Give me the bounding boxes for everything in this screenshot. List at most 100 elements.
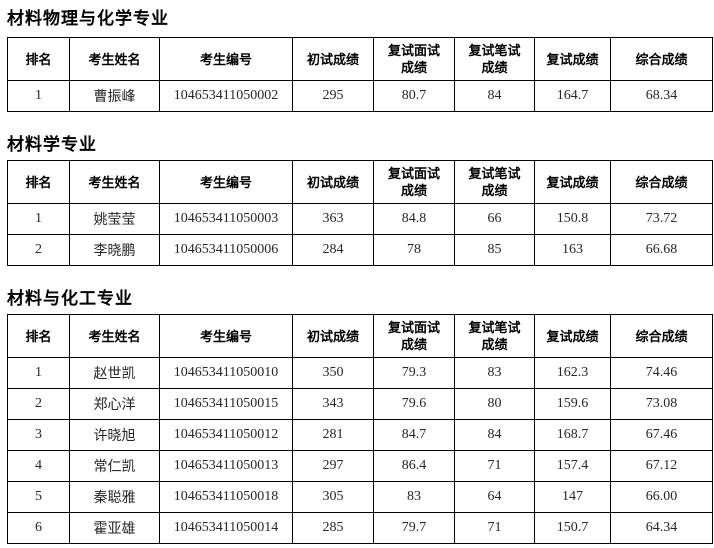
results-table: 排名 考生姓名 考生编号 初试成绩 复试面试 成绩 复试笔试 成绩 复试成绩 综… bbox=[7, 37, 713, 112]
header-row: 排名 考生姓名 考生编号 初试成绩 复试面试 成绩 复试笔试 成绩 复试成绩 综… bbox=[7, 314, 713, 358]
table-cell: 许晓旭 bbox=[69, 419, 160, 451]
column-header-rank: 排名 bbox=[7, 314, 70, 358]
table-cell: 150.7 bbox=[534, 512, 611, 544]
table-cell: 159.6 bbox=[534, 388, 611, 420]
table-cell: 66.68 bbox=[610, 234, 713, 266]
table-cell: 秦聪雅 bbox=[69, 481, 160, 513]
table-cell: 85 bbox=[454, 234, 535, 266]
table-cell: 1 bbox=[7, 203, 70, 235]
table-cell: 曹振峰 bbox=[69, 80, 160, 112]
table-cell: 104653411050010 bbox=[159, 357, 293, 389]
table-cell: 68.34 bbox=[610, 80, 713, 112]
table-cell: 1 bbox=[7, 357, 70, 389]
table-cell: 2 bbox=[7, 234, 70, 266]
table-cell: 李晓鹏 bbox=[69, 234, 160, 266]
table-cell: 86.4 bbox=[373, 450, 455, 482]
section-materials-science: 材料学专业 排名 考生姓名 考生编号 初试成绩 复试面试 成绩 复试笔试 成绩 … bbox=[7, 134, 713, 266]
table-cell: 84.7 bbox=[373, 419, 455, 451]
column-header-overall-score: 综合成绩 bbox=[610, 37, 713, 81]
column-header-written-score: 复试笔试 成绩 bbox=[454, 160, 535, 204]
table-cell: 5 bbox=[7, 481, 70, 513]
table-cell: 67.12 bbox=[610, 450, 713, 482]
table-cell: 281 bbox=[292, 419, 374, 451]
section-title: 材料与化工专业 bbox=[7, 289, 133, 308]
section-title: 材料物理与化学专业 bbox=[7, 9, 169, 28]
table-cell: 79.3 bbox=[373, 357, 455, 389]
column-header-overall-score: 综合成绩 bbox=[610, 314, 713, 358]
table-cell: 284 bbox=[292, 234, 374, 266]
table-cell: 郑心洋 bbox=[69, 388, 160, 420]
table-cell: 104653411050013 bbox=[159, 450, 293, 482]
section-title: 材料学专业 bbox=[7, 135, 97, 154]
table-cell: 163 bbox=[534, 234, 611, 266]
results-table: 排名 考生姓名 考生编号 初试成绩 复试面试 成绩 复试笔试 成绩 复试成绩 综… bbox=[7, 314, 713, 544]
table-cell: 1 bbox=[7, 80, 70, 112]
table-cell: 363 bbox=[292, 203, 374, 235]
table-cell: 64.34 bbox=[610, 512, 713, 544]
column-header-candidate-name: 考生姓名 bbox=[69, 314, 160, 358]
column-header-retest-score: 复试成绩 bbox=[534, 314, 611, 358]
table-row: 5 秦聪雅 104653411050018 305 83 64 147 66.00 bbox=[7, 481, 713, 513]
column-header-interview-score: 复试面试 成绩 bbox=[373, 314, 455, 358]
column-header-rank: 排名 bbox=[7, 160, 70, 204]
table-cell: 73.72 bbox=[610, 203, 713, 235]
column-header-interview-score: 复试面试 成绩 bbox=[373, 160, 455, 204]
column-header-candidate-id: 考生编号 bbox=[159, 37, 293, 81]
table-cell: 74.46 bbox=[610, 357, 713, 389]
table-cell: 4 bbox=[7, 450, 70, 482]
table-cell: 343 bbox=[292, 388, 374, 420]
table-cell: 305 bbox=[292, 481, 374, 513]
table-cell: 66 bbox=[454, 203, 535, 235]
table-cell: 84 bbox=[454, 80, 535, 112]
table-cell: 350 bbox=[292, 357, 374, 389]
table-cell: 285 bbox=[292, 512, 374, 544]
results-table: 排名 考生姓名 考生编号 初试成绩 复试面试 成绩 复试笔试 成绩 复试成绩 综… bbox=[7, 160, 713, 266]
table-cell: 79.6 bbox=[373, 388, 455, 420]
table-cell: 2 bbox=[7, 388, 70, 420]
table-row: 1 曹振峰 104653411050002 295 80.7 84 164.7 68.34 bbox=[7, 80, 713, 112]
table-cell: 83 bbox=[373, 481, 455, 513]
table-cell: 104653411050006 bbox=[159, 234, 293, 266]
table-row: 2 李晓鹏 104653411050006 284 78 85 163 66.68 bbox=[7, 234, 713, 266]
column-header-candidate-name: 考生姓名 bbox=[69, 37, 160, 81]
column-header-initial-score: 初试成绩 bbox=[292, 160, 374, 204]
column-header-candidate-id: 考生编号 bbox=[159, 314, 293, 358]
table-cell: 104653411050014 bbox=[159, 512, 293, 544]
table-cell: 295 bbox=[292, 80, 374, 112]
table-cell: 姚莹莹 bbox=[69, 203, 160, 235]
table-cell: 164.7 bbox=[534, 80, 611, 112]
table-cell: 64 bbox=[454, 481, 535, 513]
table-row: 4 常仁凯 104653411050013 297 86.4 71 157.4 67.12 bbox=[7, 450, 713, 482]
table-cell: 赵世凯 bbox=[69, 357, 160, 389]
table-cell: 168.7 bbox=[534, 419, 611, 451]
table-cell: 147 bbox=[534, 481, 611, 513]
section-material-physics-chemistry: 材料物理与化学专业 排名 考生姓名 考生编号 初试成绩 复试面试 成绩 复试笔试… bbox=[7, 8, 713, 112]
table-cell: 80.7 bbox=[373, 80, 455, 112]
column-header-candidate-name: 考生姓名 bbox=[69, 160, 160, 204]
table-cell: 常仁凯 bbox=[69, 450, 160, 482]
table-cell: 霍亚雄 bbox=[69, 512, 160, 544]
table-cell: 104653411050012 bbox=[159, 419, 293, 451]
table-cell: 104653411050015 bbox=[159, 388, 293, 420]
table-cell: 80 bbox=[454, 388, 535, 420]
column-header-interview-score: 复试面试 成绩 bbox=[373, 37, 455, 81]
header-row: 排名 考生姓名 考生编号 初试成绩 复试面试 成绩 复试笔试 成绩 复试成绩 综… bbox=[7, 37, 713, 81]
table-cell: 79.7 bbox=[373, 512, 455, 544]
table-body: 1 曹振峰 104653411050002 295 80.7 84 164.7 68.34 bbox=[7, 80, 713, 112]
table-cell: 73.08 bbox=[610, 388, 713, 420]
table-cell: 71 bbox=[454, 512, 535, 544]
table-cell: 104653411050003 bbox=[159, 203, 293, 235]
table-cell: 83 bbox=[454, 357, 535, 389]
column-header-candidate-id: 考生编号 bbox=[159, 160, 293, 204]
column-header-retest-score: 复试成绩 bbox=[534, 37, 611, 81]
table-row: 3 许晓旭 104653411050012 281 84.7 84 168.7 67.46 bbox=[7, 419, 713, 451]
column-header-initial-score: 初试成绩 bbox=[292, 314, 374, 358]
table-cell: 104653411050002 bbox=[159, 80, 293, 112]
table-cell: 162.3 bbox=[534, 357, 611, 389]
column-header-written-score: 复试笔试 成绩 bbox=[454, 37, 535, 81]
header-row: 排名 考生姓名 考生编号 初试成绩 复试面试 成绩 复试笔试 成绩 复试成绩 综… bbox=[7, 160, 713, 204]
table-cell: 84.8 bbox=[373, 203, 455, 235]
table-cell: 6 bbox=[7, 512, 70, 544]
table-cell: 66.00 bbox=[610, 481, 713, 513]
